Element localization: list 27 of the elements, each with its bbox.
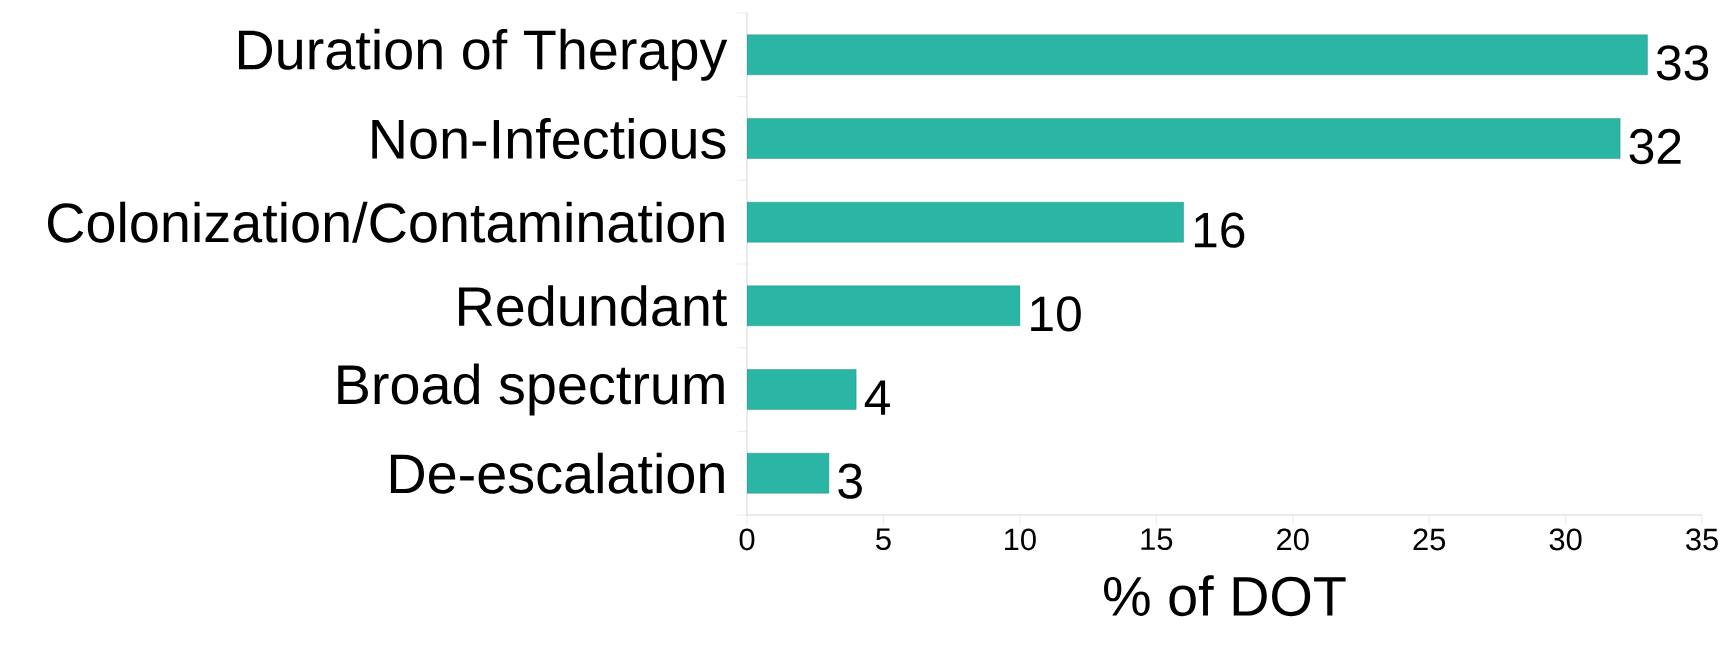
data-label: 32 [1629, 128, 1681, 165]
x-tick-label: 5 [876, 528, 891, 551]
bar [747, 285, 1021, 327]
bar [747, 118, 1621, 159]
x-tick-label: 35 [1686, 528, 1718, 551]
x-axis-title: % of DOT [1104, 575, 1346, 617]
data-label: 4 [864, 380, 890, 415]
x-tick-label: 25 [1413, 528, 1446, 551]
x-tick-label: 0 [739, 528, 755, 551]
y-tick-label: Duration of Therapy [238, 28, 728, 81]
data-label: 10 [1031, 296, 1081, 332]
x-tick-label: 10 [1005, 528, 1036, 551]
y-tick-label: De-escalation [390, 452, 724, 494]
bar [747, 201, 1184, 243]
data-label: 16 [1194, 212, 1245, 248]
x-tick-label: 15 [1141, 528, 1173, 551]
data-label: 3 [838, 463, 862, 499]
bar [747, 452, 830, 494]
bar [747, 369, 857, 410]
y-tick-label: Redundant [459, 285, 727, 327]
data-label: 33 [1656, 45, 1709, 81]
x-tick-label: 30 [1549, 528, 1582, 551]
x-tick-label: 20 [1277, 528, 1309, 551]
y-tick-label: Colonization/Contamination [48, 201, 724, 243]
bar [747, 34, 1648, 76]
y-tick-label: Non-Infectious [372, 118, 726, 159]
y-tick-label: Broad spectrum [338, 363, 724, 416]
